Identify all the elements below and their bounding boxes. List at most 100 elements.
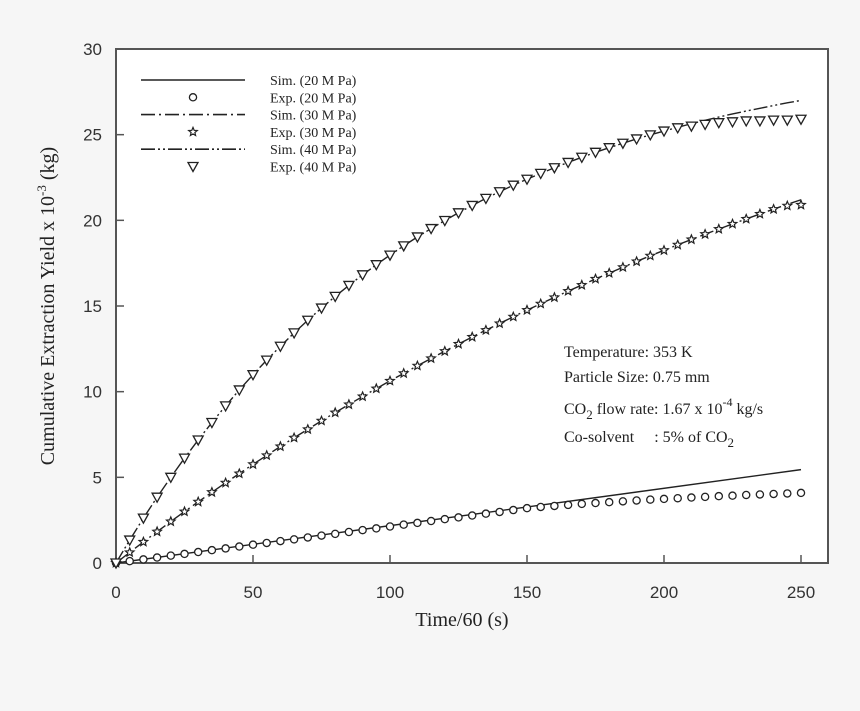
y-tick-label: 20 xyxy=(83,211,102,230)
star-marker xyxy=(192,495,204,507)
circle-marker xyxy=(728,491,737,500)
legend-item: Sim. (30 M Pa) xyxy=(141,109,357,124)
star-marker xyxy=(685,233,698,245)
triangle-marker xyxy=(657,126,671,138)
star-marker xyxy=(658,244,670,256)
y-tick-label: 30 xyxy=(83,40,102,59)
triangle-marker xyxy=(192,435,205,447)
triangle-marker xyxy=(589,147,602,159)
star-marker xyxy=(452,337,465,350)
circle-marker xyxy=(659,494,669,504)
circle-marker xyxy=(372,524,381,533)
triangle-marker xyxy=(493,187,506,199)
triangle-marker xyxy=(274,341,287,353)
triangle-marker xyxy=(794,114,808,126)
circle-marker xyxy=(358,525,367,535)
triangle-marker xyxy=(397,241,410,253)
star-marker xyxy=(178,505,191,517)
triangle-marker xyxy=(186,161,200,173)
star-marker xyxy=(740,212,752,224)
circle-marker xyxy=(235,542,244,551)
legend-item: Sim. (40 M Pa) xyxy=(141,143,357,158)
star-marker xyxy=(123,546,136,558)
triangle-marker xyxy=(781,115,794,127)
star-marker xyxy=(671,238,684,250)
star-marker xyxy=(439,345,451,357)
star-marker xyxy=(233,467,246,479)
circle-marker xyxy=(796,488,806,498)
circle-marker xyxy=(303,533,313,542)
triangle-marker xyxy=(301,315,314,327)
star-marker xyxy=(712,223,725,234)
circle-marker xyxy=(413,518,422,528)
circle-marker xyxy=(385,522,395,531)
star-marker xyxy=(767,203,780,215)
star-marker xyxy=(315,414,328,426)
triangle-marker xyxy=(520,174,534,186)
star-marker xyxy=(548,291,561,303)
circle-marker xyxy=(248,540,258,549)
triangle-marker xyxy=(411,232,424,244)
triangle-marker xyxy=(753,116,767,128)
star-marker xyxy=(493,317,506,329)
star-marker xyxy=(356,390,369,402)
star-marker xyxy=(288,431,300,443)
circle-marker xyxy=(755,490,765,499)
star-marker xyxy=(411,359,424,371)
star-marker xyxy=(137,535,150,547)
star-marker xyxy=(726,217,739,229)
star-marker xyxy=(534,297,547,309)
triangle-marker xyxy=(726,117,739,129)
star-marker xyxy=(343,398,355,410)
star-marker xyxy=(466,330,479,343)
circle-marker xyxy=(741,490,751,500)
star-marker xyxy=(603,267,616,278)
star-marker xyxy=(507,310,520,322)
triangle-marker xyxy=(534,168,547,180)
triangle-marker xyxy=(246,370,260,382)
circle-marker xyxy=(207,545,217,555)
star-marker xyxy=(187,125,199,137)
y-tick-label: 25 xyxy=(83,126,102,145)
y-tick-label: 0 xyxy=(93,554,102,573)
circle-marker xyxy=(783,489,792,498)
triangle-marker xyxy=(329,291,342,303)
legend-item: Exp. (20 M Pa) xyxy=(188,91,357,106)
circle-marker xyxy=(276,536,285,546)
triangle-marker xyxy=(123,535,136,547)
circle-marker xyxy=(221,544,230,553)
triangle-marker xyxy=(616,138,630,150)
circle-marker xyxy=(344,527,354,537)
circle-marker xyxy=(509,505,518,515)
triangle-marker xyxy=(561,157,575,169)
triangle-marker xyxy=(644,130,657,142)
x-tick-label: 100 xyxy=(376,583,404,602)
legend-item: Sim. (20 M Pa) xyxy=(141,74,357,89)
sim-line xyxy=(115,199,802,564)
triangle-marker xyxy=(575,152,588,164)
legend-label: Sim. (40 M Pa) xyxy=(270,143,357,158)
x-tick-label: 0 xyxy=(111,583,120,602)
circle-marker xyxy=(563,500,573,510)
circle-marker xyxy=(262,538,271,548)
circle-marker xyxy=(591,498,600,508)
circle-marker xyxy=(317,531,326,540)
series-sim-30-m-pa- xyxy=(115,199,802,564)
triangle-marker xyxy=(767,115,780,127)
triangle-marker xyxy=(603,143,616,155)
star-marker xyxy=(247,458,259,470)
x-axis-label: Time/60 (s) xyxy=(415,609,508,631)
star-marker xyxy=(521,304,533,316)
conditions-annotation: Temperature: 353 K Particle Size: 0.75 m… xyxy=(564,344,763,450)
triangle-marker xyxy=(205,417,219,429)
star-marker xyxy=(274,440,287,452)
y-tick-label: 10 xyxy=(83,383,102,402)
triangle-marker xyxy=(356,270,369,282)
triangle-marker xyxy=(370,260,383,272)
star-marker xyxy=(795,198,807,210)
circle-marker xyxy=(180,549,189,559)
circle-marker xyxy=(550,501,559,511)
star-marker xyxy=(260,449,273,461)
y-tick-label: 5 xyxy=(93,468,102,487)
